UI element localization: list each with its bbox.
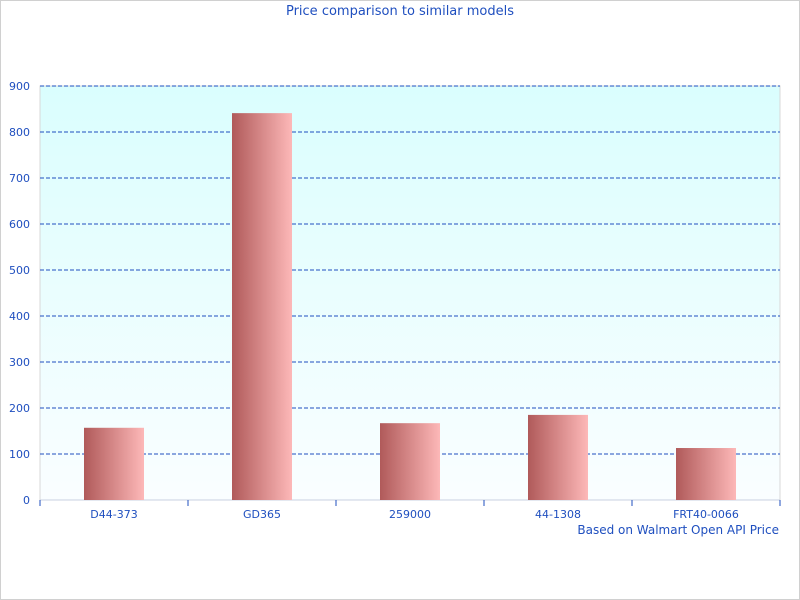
y-tick-label: 600 — [9, 218, 30, 231]
x-tick-label: FRT40-0066 — [673, 508, 739, 521]
bar-44-1308 — [528, 414, 588, 500]
bar-FRT40-0066 — [676, 448, 736, 500]
bar-D44-373 — [84, 427, 144, 500]
y-tick-label: 800 — [9, 126, 30, 139]
y-tick-label: 400 — [9, 310, 30, 323]
y-tick-label: 500 — [9, 264, 30, 277]
y-tick-label: 200 — [9, 402, 30, 415]
chart-annotation: Based on Walmart Open API Price — [577, 523, 779, 537]
y-tick-label: 700 — [9, 172, 30, 185]
y-tick-label: 300 — [9, 356, 30, 369]
y-tick-label: 100 — [9, 448, 30, 461]
y-tick-label: 0 — [23, 494, 30, 507]
x-tick-label: 44-1308 — [535, 508, 581, 521]
x-tick-label: 259000 — [389, 508, 431, 521]
x-tick-label: D44-373 — [90, 508, 137, 521]
y-tick-label: 900 — [9, 80, 30, 93]
bar-GD365 — [232, 113, 292, 500]
chart-title: Price comparison to similar models — [285, 4, 515, 19]
x-tick-label: GD365 — [243, 508, 281, 521]
bar-259000 — [380, 423, 440, 500]
